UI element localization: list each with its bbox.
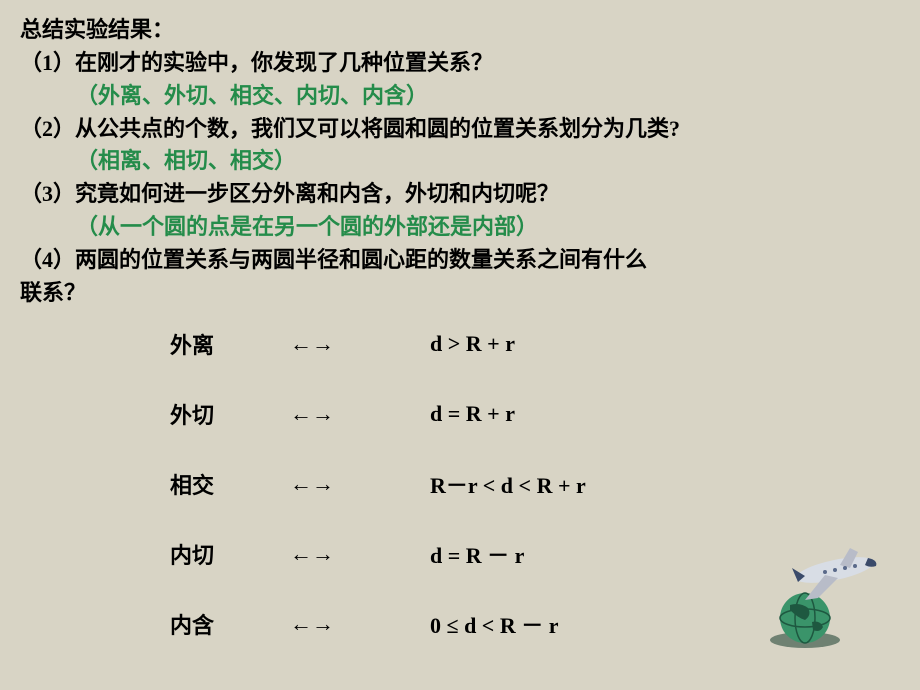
answer-3: （从一个圆的点是在另一个圆的外部还是内部） <box>76 212 900 243</box>
relation-arrow: ←→ <box>290 401 430 427</box>
question-4-line2: 联系？ <box>20 278 900 309</box>
relation-formula: 0 ≤ d < R － r <box>430 608 559 640</box>
summary-title: 总结实验结果： <box>20 12 900 44</box>
relation-arrow: ←→ <box>290 331 430 357</box>
table-row: 外切 ←→ d = R + r <box>170 398 900 430</box>
relation-name: 内含 <box>170 608 290 640</box>
question-3: （3）究竟如何进一步区分外离和内含，外切和内切呢？ <box>20 179 900 210</box>
relation-arrow: ←→ <box>290 611 430 637</box>
question-1: （1）在刚才的实验中，你发现了几种位置关系？ <box>20 48 900 79</box>
question-4-line1: （4）两圆的位置关系与两圆半径和圆心距的数量关系之间有什么 <box>20 245 900 276</box>
answer-2: （相离、相切、相交） <box>76 146 900 177</box>
airplane-globe-icon <box>750 530 890 650</box>
relation-formula: R－r < d < R + r <box>430 468 586 500</box>
relation-name: 内切 <box>170 538 290 570</box>
relation-name: 相交 <box>170 468 290 500</box>
relation-arrow: ←→ <box>290 541 430 567</box>
answer-1: （外离、外切、相交、内切、内含） <box>76 81 900 112</box>
relation-formula: d = R + r <box>430 401 515 427</box>
table-row: 外离 ←→ d > R + r <box>170 328 900 360</box>
table-row: 相交 ←→ R－r < d < R + r <box>170 468 900 500</box>
relation-arrow: ←→ <box>290 471 430 497</box>
question-2: （2）从公共点的个数，我们又可以将圆和圆的位置关系划分为几类? <box>20 114 900 145</box>
relation-formula: d > R + r <box>430 331 515 357</box>
relation-formula: d = R － r <box>430 538 524 570</box>
relation-name: 外离 <box>170 328 290 360</box>
relation-name: 外切 <box>170 398 290 430</box>
